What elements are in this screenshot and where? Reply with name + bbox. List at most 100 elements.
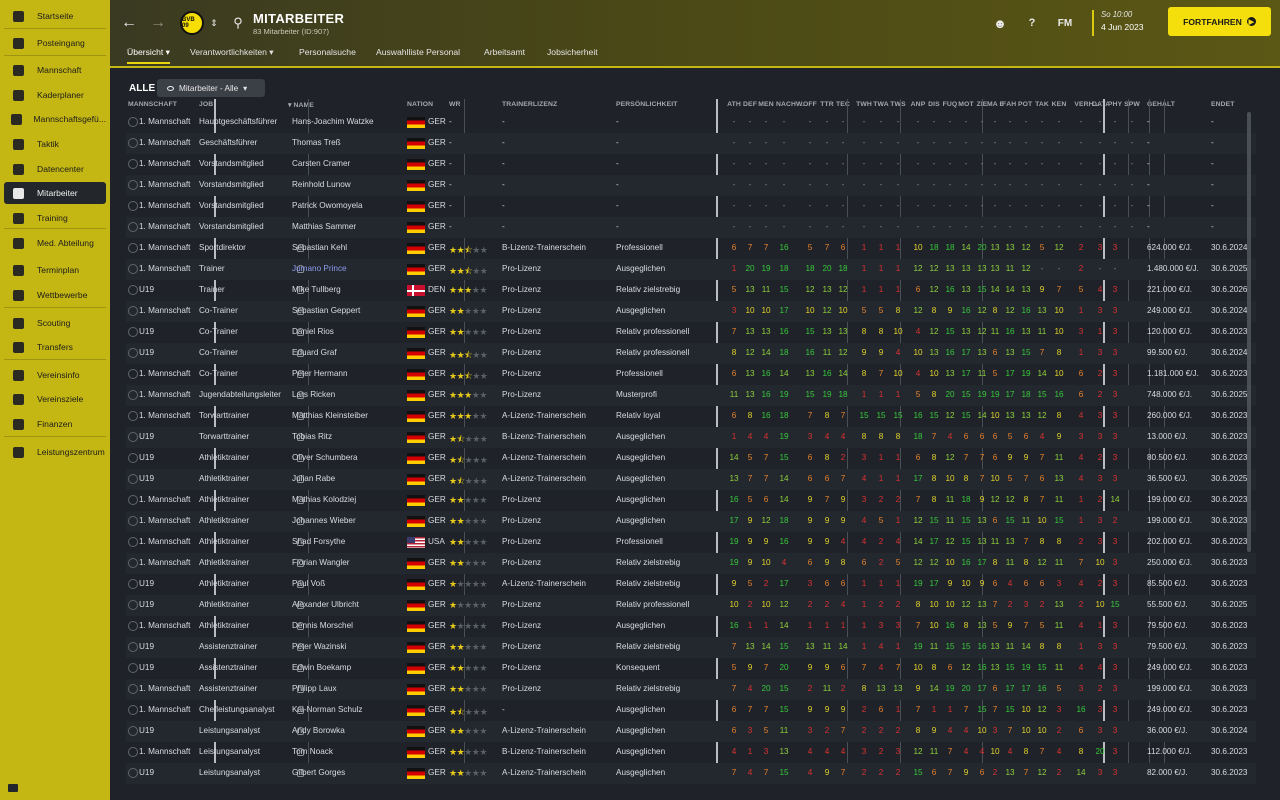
- header-attr[interactable]: ATH: [727, 101, 741, 108]
- header-attr[interactable]: TTR: [820, 101, 834, 108]
- table-row[interactable]: U19 Leistungsanalyst Gilbert Gorges GER ★★★★…: [126, 763, 1256, 784]
- cell-name[interactable]: Tobias Ritz: [292, 432, 333, 441]
- tab-jobsicherheit[interactable]: Jobsicherheit: [547, 47, 598, 57]
- header-team[interactable]: MANNSCHAFT: [128, 101, 177, 108]
- row-select-icon[interactable]: [128, 600, 138, 610]
- cell-name[interactable]: Shad Forsythe: [292, 537, 346, 546]
- sidebar-item-wettbewerbe[interactable]: Wettbewerbe: [4, 284, 106, 306]
- header-personality[interactable]: PERSÖNLICHKEIT: [616, 101, 678, 108]
- table-row[interactable]: U19 Torwarttrainer Tobias Ritz GER ★⯪★★★ B-Li…: [126, 427, 1256, 448]
- sidebar-item-scouting[interactable]: Scouting: [4, 312, 106, 334]
- collapse-sidebar-icon[interactable]: [8, 784, 18, 792]
- cell-name[interactable]: Carsten Cramer: [292, 159, 351, 168]
- row-select-icon[interactable]: [128, 348, 138, 358]
- header-attr[interactable]: TWH: [856, 101, 872, 108]
- row-select-icon[interactable]: [128, 495, 138, 505]
- table-row[interactable]: 1. Mannschaft Vorstandsmitglied Carsten Cr…: [126, 154, 1256, 175]
- header-attr[interactable]: TWA: [873, 101, 889, 108]
- cell-name[interactable]: Matthias Sammer: [292, 222, 357, 231]
- table-row[interactable]: 1. Mannschaft Vorstandsmitglied Reinhold L…: [126, 175, 1256, 196]
- header-attr[interactable]: MEN: [758, 101, 774, 108]
- header-nation[interactable]: NATION: [407, 101, 434, 108]
- sidebar-item-leistungszentrum[interactable]: Leistungszentrum: [4, 441, 106, 463]
- table-row[interactable]: 1. Mannschaft Athletiktrainer Florian Wang…: [126, 553, 1256, 574]
- cell-name[interactable]: Kai-Norman Schulz: [292, 705, 363, 714]
- cell-name[interactable]: Gilbert Gorges: [292, 768, 346, 777]
- table-row[interactable]: U19 Athletiktrainer Alexander Ulbricht GER ★…: [126, 595, 1256, 616]
- cell-name[interactable]: Philipp Laux: [292, 684, 337, 693]
- brain-icon[interactable]: ☻: [993, 15, 1007, 31]
- sidebar-item-mannschaft[interactable]: Mannschaft: [4, 59, 106, 81]
- row-select-icon[interactable]: [128, 684, 138, 694]
- table-row[interactable]: 1. Mannschaft Chefleistungsanalyst Kai-Nor…: [126, 700, 1256, 721]
- cell-name[interactable]: Jumano Prince: [292, 264, 347, 273]
- row-select-icon[interactable]: [128, 432, 138, 442]
- table-row[interactable]: 1. Mannschaft Athletiktrainer Dennis Morsc…: [126, 616, 1256, 637]
- header-attr[interactable]: DEF: [743, 101, 757, 108]
- sidebar-item-mitarbeiter[interactable]: Mitarbeiter: [4, 182, 106, 204]
- table-row[interactable]: U19 Co-Trainer Eduard Graf GER ★★⯪★★ Pro-Lize…: [126, 343, 1256, 364]
- row-select-icon[interactable]: [128, 243, 138, 253]
- table-row[interactable]: 1. Mannschaft Hauptgeschäftsführer Hans-Jo…: [126, 112, 1256, 133]
- row-select-icon[interactable]: [128, 453, 138, 463]
- header-attr[interactable]: ANP: [910, 101, 926, 108]
- row-select-icon[interactable]: [128, 579, 138, 589]
- row-select-icon[interactable]: [128, 117, 138, 127]
- header-attr[interactable]: TEC: [836, 101, 850, 108]
- scrollbar[interactable]: [1247, 112, 1251, 552]
- row-select-icon[interactable]: [128, 558, 138, 568]
- table-row[interactable]: 1. Mannschaft Assistenztrainer Philipp Lau…: [126, 679, 1256, 700]
- header-attr[interactable]: KEN: [1051, 101, 1067, 108]
- sidebar-item-startseite[interactable]: Startseite: [4, 5, 106, 27]
- header-attr[interactable]: FÜQ: [942, 101, 958, 108]
- sidebar-item-datencenter[interactable]: Datencenter: [4, 158, 106, 180]
- header-license[interactable]: TRAINERLIZENZ: [502, 101, 558, 108]
- tab-personalsuche[interactable]: Personalsuche: [299, 47, 356, 57]
- cell-name[interactable]: Paul Voß: [292, 579, 326, 588]
- header-attr[interactable]: MA B: [987, 101, 1003, 108]
- table-row[interactable]: 1. Mannschaft Vorstandsmitglied Matthias S…: [126, 217, 1256, 238]
- row-select-icon[interactable]: [128, 222, 138, 232]
- row-select-icon[interactable]: [128, 285, 138, 295]
- cell-name[interactable]: Edwin Boekamp: [292, 663, 352, 672]
- cell-name[interactable]: Johannes Wieber: [292, 516, 356, 525]
- cell-name[interactable]: Sebastian Kehl: [292, 243, 348, 252]
- sidebar-item-transfers[interactable]: Transfers: [4, 336, 106, 358]
- header-attr[interactable]: POT B: [1018, 101, 1034, 108]
- header-salary[interactable]: GEHALT: [1147, 101, 1176, 108]
- header-job[interactable]: JOB: [199, 101, 214, 108]
- search-icon[interactable]: ⚲: [233, 15, 243, 30]
- table-row[interactable]: 1. Mannschaft Athletiktrainer Johannes Wie…: [126, 511, 1256, 532]
- row-select-icon[interactable]: [128, 705, 138, 715]
- fm-menu-button[interactable]: FM: [1057, 17, 1073, 29]
- header-attr[interactable]: TWS: [890, 101, 906, 108]
- sidebar-item-kaderplaner[interactable]: Kaderplaner: [4, 84, 106, 106]
- cell-name[interactable]: Sebastian Geppert: [292, 306, 361, 315]
- cell-name[interactable]: Mathias Kolodziej: [292, 495, 357, 504]
- table-row[interactable]: 1. Mannschaft Trainer Jumano Prince GER ★★⯪★…: [126, 259, 1256, 280]
- row-select-icon[interactable]: [128, 201, 138, 211]
- table-row[interactable]: U19 Assistenztrainer Peter Wazinski GER ★★★★…: [126, 637, 1256, 658]
- header-attr[interactable]: MOT: [958, 101, 974, 108]
- table-row[interactable]: U19 Co-Trainer Daniel Rios GER ★★★★★ Pro-Lize…: [126, 322, 1256, 343]
- cell-name[interactable]: Reinhold Lunow: [292, 180, 351, 189]
- header-attr[interactable]: DATA: [1092, 101, 1108, 108]
- row-select-icon[interactable]: [128, 327, 138, 337]
- view-filter-dropdown[interactable]: Mitarbeiter - Alle ▾: [157, 79, 265, 97]
- table-row[interactable]: 1. Mannschaft Torwarttrainer Matthias Klei…: [126, 406, 1256, 427]
- row-select-icon[interactable]: [128, 642, 138, 652]
- header-name[interactable]: ▾ NAME: [288, 102, 314, 109]
- cell-name[interactable]: Patrick Owomoyela: [292, 201, 363, 210]
- sidebar-item-mannschaftsgefü[interactable]: Mannschaftsgefü...: [4, 108, 106, 130]
- tab-arbeitsamt[interactable]: Arbeitsamt: [484, 47, 526, 57]
- cell-name[interactable]: Matthias Kleinsteiber: [292, 411, 368, 420]
- header-ends[interactable]: ENDET: [1211, 101, 1235, 108]
- tab-verantwortlichkeiten[interactable]: Verantwortlichkeiten ▾: [190, 47, 274, 57]
- tab-auswahlliste[interactable]: Auswahlliste Personal: [376, 47, 461, 57]
- row-select-icon[interactable]: [128, 411, 138, 421]
- sidebar-item-med-abteilung[interactable]: Med. Abteilung: [4, 232, 106, 254]
- sidebar-item-vereinsziele[interactable]: Vereinsziele: [4, 388, 106, 410]
- row-select-icon[interactable]: [128, 369, 138, 379]
- cell-name[interactable]: Tom Noack: [292, 747, 333, 756]
- sidebar-item-terminplan[interactable]: Terminplan: [4, 259, 106, 281]
